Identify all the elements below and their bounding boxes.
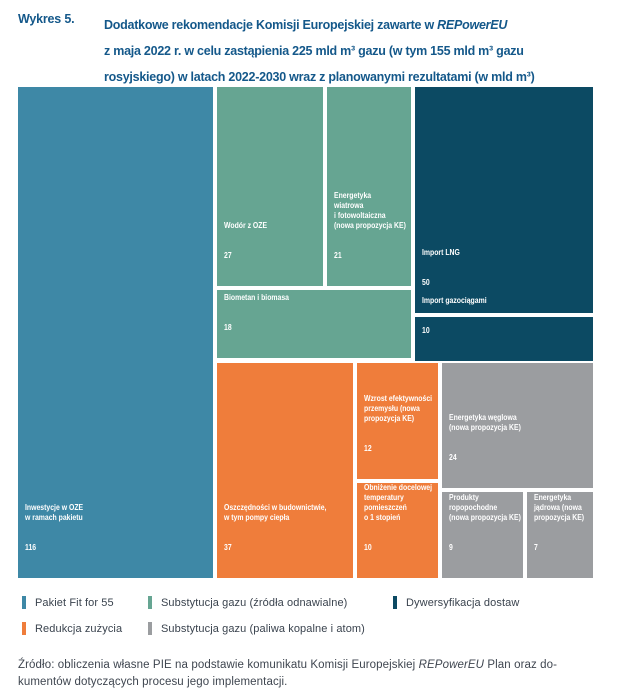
legend-label: Dywersyfikacja dostaw <box>406 596 520 609</box>
legend-label: Substytucja gazu (paliwa kopalne i atom) <box>161 622 365 635</box>
block-value: 18 <box>224 323 232 332</box>
title-italic-repowereu: REPowerEU <box>437 18 508 32</box>
block-label: Inwestycje w OZE w ramach pakietu <box>25 503 84 522</box>
treemap-block-energetyka-jadrowa: Energetyka jądrowa (nowa propozycja KE) … <box>527 492 593 578</box>
legend-label: Substytucja gazu (źródła odnawialne) <box>161 596 348 609</box>
treemap-chart: Inwestycje w OZE w ramach pakietu 116 Wo… <box>18 87 593 578</box>
legend: Pakiet Fit for 55 Substytucja gazu (źród… <box>22 596 597 648</box>
source-prefix: Źródło: obliczenia własne PIE na podstaw… <box>18 659 419 671</box>
treemap-block-obnizenie-temperatury: Obniżenie docelowej temperatury pomieszc… <box>357 483 438 578</box>
block-label: Obniżenie docelowej temperatury pomieszc… <box>364 483 433 522</box>
treemap-block-inwestycje-oze: Inwestycje w OZE w ramach pakietu 116 <box>18 87 213 578</box>
title-line1: Dodatkowe rekomendacje Komisji Europejsk… <box>104 18 438 32</box>
block-label: Energetyka jądrowa (nowa propozycja KE) <box>534 493 585 522</box>
treemap-block-produkty-ropopochodne: Produkty ropopochodne (nowa propozycja K… <box>442 492 523 578</box>
block-value: 10 <box>422 326 430 335</box>
figure-title: Dodatkowe rekomendacje Komisji Europejsk… <box>104 12 610 90</box>
legend-label: Pakiet Fit for 55 <box>35 596 114 609</box>
title-line2: z maja 2022 r. w celu zastąpienia 225 ml… <box>104 44 524 58</box>
block-value: 24 <box>449 453 457 462</box>
title-line3: rosyjskiego) w latach 2022-2030 wraz z p… <box>104 70 535 84</box>
block-value: 37 <box>224 543 232 552</box>
legend-swatch-orange <box>22 622 26 635</box>
treemap-block-wodor-z-oze: Wodór z OZE 27 <box>217 87 323 286</box>
legend-swatch-navy <box>393 596 397 609</box>
block-label: Wzrost efektywności przemysłu (nowa prop… <box>364 394 433 423</box>
source-italic-repowereu: REPowerEU <box>418 659 485 671</box>
block-value: 21 <box>334 251 342 260</box>
treemap-block-import-gazociagami: Import gazociągami 10 <box>415 296 593 361</box>
legend-item-dywersyfikacja-dostaw: Dywersyfikacja dostaw <box>393 596 597 609</box>
figure-number: Wykres 5. <box>18 12 75 26</box>
treemap-block-oszczednosci-budownictwo: Oszczędności w budownictwie, w tym pompy… <box>217 363 353 578</box>
legend-item-pakiet-fit-for-55: Pakiet Fit for 55 <box>22 596 148 609</box>
legend-item-substytucja-kopalne-atom: Substytucja gazu (paliwa kopalne i atom) <box>148 622 393 635</box>
block-label: Energetyka wiatrowa i fotowoltaiczna (no… <box>334 191 406 230</box>
source-note: Źródło: obliczenia własne PIE na podstaw… <box>18 657 600 691</box>
block-label: Produkty ropopochodne (nowa propozycja K… <box>449 493 521 522</box>
block-value: 10 <box>364 543 372 552</box>
treemap-block-energetyka-wiatrowa-fotowoltaiczna: Energetyka wiatrowa i fotowoltaiczna (no… <box>327 87 411 286</box>
legend-item-redukcja-zuzycia: Redukcja zużycia <box>22 622 148 635</box>
block-label: Wodór z OZE <box>224 221 268 230</box>
source-suffix: Plan oraz do- kumentów dotyczących proce… <box>18 659 558 688</box>
block-value: 50 <box>422 278 430 287</box>
treemap-block-import-lng: Import LNG 50 <box>415 87 593 313</box>
block-label: Import gazociągami <box>422 296 487 305</box>
treemap-block-energetyka-weglowa: Energetyka węglowa (nowa propozycja KE) … <box>442 363 593 488</box>
block-label: Energetyka węglowa (nowa propozycja KE) <box>449 413 521 432</box>
legend-swatch-teal <box>22 596 26 609</box>
block-label: Oszczędności w budownictwie, w tym pompy… <box>224 503 327 522</box>
treemap-block-biometan-i-biomasa: Biometan i biomasa 18 <box>217 290 411 358</box>
legend-item-substytucja-odnawialne: Substytucja gazu (źródła odnawialne) <box>148 596 393 609</box>
treemap-block-wzrost-efektywnosci-przemyslu: Wzrost efektywności przemysłu (nowa prop… <box>357 363 438 479</box>
block-value: 27 <box>224 251 232 260</box>
legend-label: Redukcja zużycia <box>35 622 123 635</box>
block-label: Import LNG <box>422 248 460 257</box>
block-label: Biometan i biomasa <box>224 293 289 302</box>
block-value: 116 <box>25 543 37 552</box>
block-value: 12 <box>364 444 372 453</box>
legend-swatch-gray <box>148 622 152 635</box>
block-value: 7 <box>534 543 538 552</box>
block-value: 9 <box>449 543 453 552</box>
legend-swatch-green <box>148 596 152 609</box>
